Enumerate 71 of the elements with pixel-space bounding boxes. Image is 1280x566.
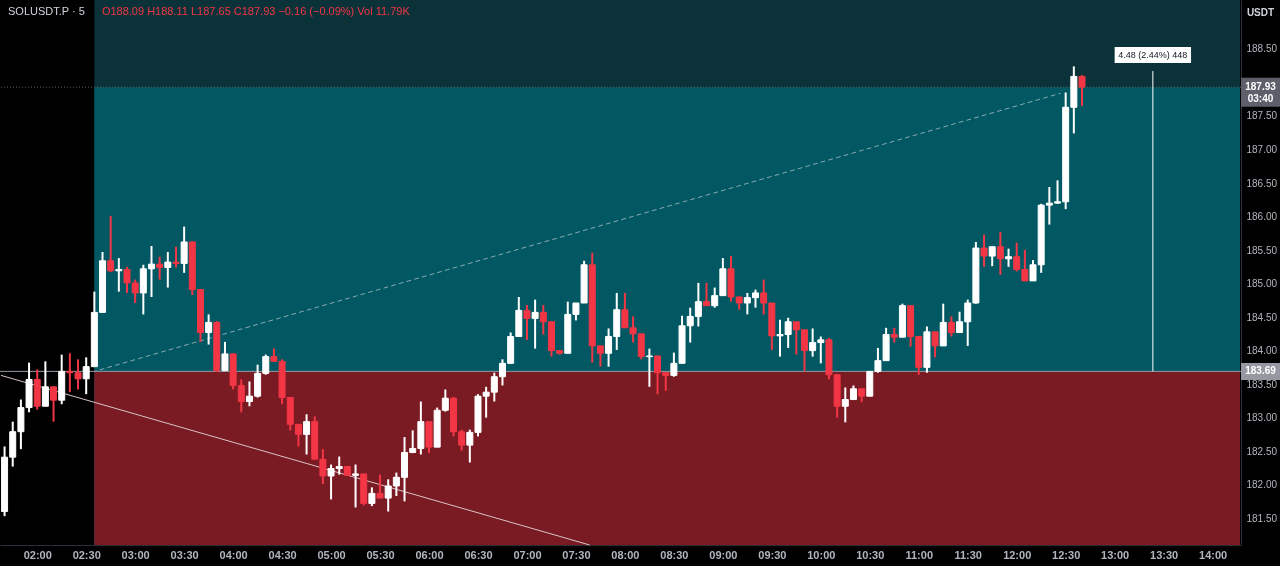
x-tick-label: 04:00 [219, 548, 248, 561]
x-tick-label: 07:00 [513, 548, 542, 561]
candlestick [156, 255, 164, 281]
x-tick-label: 03:00 [121, 548, 150, 561]
x-tick-label: 05:00 [317, 548, 346, 561]
candlestick [703, 281, 711, 307]
candlestick [303, 413, 311, 456]
candlestick [172, 245, 180, 269]
x-tick-label: 04:30 [268, 548, 297, 561]
candlestick [41, 360, 49, 408]
x-tick-label: 13:00 [1101, 548, 1130, 561]
candlestick [931, 330, 939, 359]
y-tick-label: 187.50 [1246, 110, 1278, 122]
y-tick-label: 183.00 [1246, 412, 1278, 424]
x-tick-label: 08:30 [660, 548, 689, 561]
y-tick-label: 184.50 [1246, 311, 1278, 323]
x-tick-label: 14:00 [1199, 548, 1228, 561]
y-tick-label: 187.00 [1246, 143, 1278, 155]
candlestick [980, 233, 988, 268]
y-tick-label: 184.00 [1246, 345, 1278, 357]
candlestick [180, 225, 188, 274]
y-axis-title: USDT [1246, 7, 1275, 18]
ref-line-label: 187.93 03:40 [1245, 81, 1277, 105]
x-tick-label: 06:30 [464, 548, 493, 561]
candlestick [205, 313, 213, 346]
y-tick-label: 188.50 [1246, 43, 1278, 55]
y-tick-label: 186.00 [1246, 211, 1278, 223]
chart-subtitle: O188.09 H188.11 L187.65 C187.93 −0.16 (−0.09%) Vol 11.79K [101, 5, 411, 17]
candlestick [996, 230, 1004, 276]
x-tick-label: 09:00 [709, 548, 738, 561]
y-tick-label: 185.50 [1246, 244, 1278, 256]
ref-line-label: 183.69 [1245, 365, 1277, 377]
candlestick [523, 304, 531, 341]
candlestick [531, 298, 539, 350]
candlestick [221, 340, 229, 372]
candlestick [368, 486, 376, 508]
x-tick-label: 10:00 [807, 548, 836, 561]
x-tick-label: 07:30 [562, 548, 591, 561]
x-tick-label: 12:30 [1052, 548, 1081, 561]
x-tick-label: 09:30 [758, 548, 787, 561]
y-tick-label: 185.00 [1246, 278, 1278, 290]
x-tick-label: 05:30 [366, 548, 395, 561]
chart-title: SOLUSDT.P · 5 [8, 5, 85, 17]
candlestick [939, 302, 947, 347]
x-tick-label: 03:30 [170, 548, 199, 561]
y-tick-label: 182.50 [1246, 445, 1278, 457]
candlestick [988, 245, 996, 268]
x-tick-label: 11:30 [954, 548, 982, 561]
x-tick-label: 02:30 [72, 548, 101, 561]
x-tick-label: 13:30 [1150, 548, 1179, 561]
x-tick-label: 11:00 [905, 548, 934, 561]
candlestick [376, 473, 384, 500]
candlestick [164, 251, 172, 289]
candlestick [115, 257, 123, 293]
candlestick [107, 214, 115, 274]
y-tick-label: 186.50 [1246, 177, 1278, 189]
candlestick [947, 315, 955, 338]
x-tick-label: 12:00 [1003, 548, 1032, 561]
x-tick-label: 08:00 [611, 548, 640, 561]
candlestick [1078, 74, 1086, 107]
y-tick-label: 182.00 [1246, 479, 1278, 491]
x-tick-label: 02:00 [23, 548, 52, 561]
x-tick-label: 06:00 [415, 548, 444, 561]
y-tick-label: 181.50 [1246, 512, 1278, 524]
y-tick-label: 183.50 [1246, 378, 1278, 390]
candlestick [352, 463, 360, 509]
candlestick [50, 385, 58, 423]
candlestick [1005, 247, 1013, 268]
candlestick [645, 347, 653, 388]
annotation: 4.48 (2.44%) 448 [1118, 50, 1188, 61]
x-tick-label: 10:30 [856, 548, 885, 561]
